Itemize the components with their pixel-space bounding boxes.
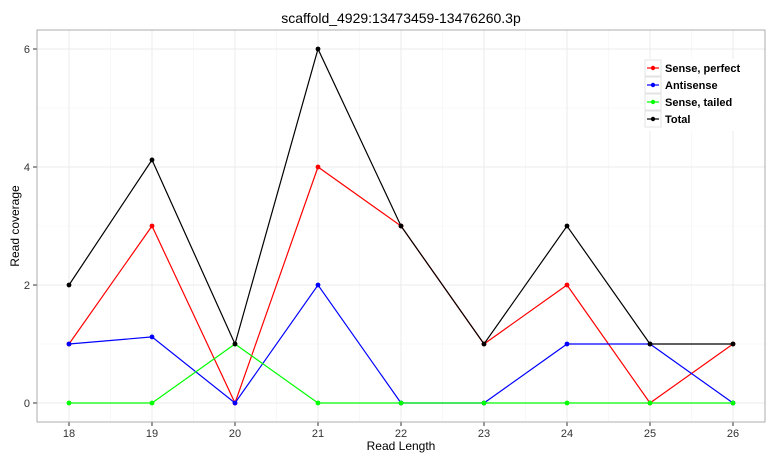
legend-point <box>650 116 656 122</box>
legend-point <box>650 82 656 88</box>
data-point <box>564 223 570 229</box>
legend-point <box>650 65 656 71</box>
series-total <box>66 46 736 347</box>
x-axis-label: Read Length <box>367 439 436 453</box>
data-point <box>481 400 487 406</box>
data-point <box>481 341 487 347</box>
plot-border <box>36 29 766 423</box>
data-point <box>66 400 72 406</box>
y-axis-label: Read coverage <box>8 185 22 267</box>
x-tick-label: 18 <box>63 428 75 440</box>
legend-label: Sense, tailed <box>665 97 732 109</box>
y-tick-label: 0 <box>24 398 30 410</box>
data-point <box>564 282 570 288</box>
data-point <box>564 341 570 347</box>
chart-title: scaffold_4929:13473459-13476260.3p <box>281 10 521 26</box>
data-point <box>647 341 653 347</box>
x-tick-label: 25 <box>644 428 656 440</box>
y-tick-label: 2 <box>24 280 30 292</box>
data-point <box>149 400 155 406</box>
data-point <box>149 157 155 163</box>
data-point <box>564 400 570 406</box>
data-point <box>398 223 404 229</box>
x-tick-label: 23 <box>478 428 490 440</box>
legend-label: Sense, perfect <box>665 63 741 75</box>
x-tick-label: 21 <box>312 428 324 440</box>
legend-label: Total <box>665 114 690 126</box>
data-point <box>315 400 321 406</box>
data-point <box>66 282 72 288</box>
legend-point <box>650 99 656 105</box>
x-tick-label: 22 <box>395 428 407 440</box>
series-sense-tailed <box>66 341 736 406</box>
data-point <box>730 400 736 406</box>
x-tick-label: 19 <box>146 428 158 440</box>
data-point <box>232 400 238 406</box>
x-tick-label: 20 <box>229 428 241 440</box>
data-point <box>232 341 238 347</box>
legend-label: Antisense <box>665 80 718 92</box>
legend-background <box>644 59 764 131</box>
x-tick-label: 24 <box>561 428 573 440</box>
data-point <box>398 400 404 406</box>
data-point <box>149 223 155 229</box>
data-point <box>315 46 321 52</box>
y-tick-label: 6 <box>24 44 30 56</box>
data-point <box>66 341 72 347</box>
data-point <box>149 334 155 340</box>
data-point <box>647 400 653 406</box>
x-tick-label: 26 <box>727 428 739 440</box>
legend: Sense, perfect Antisense Sense, tailed Tota… <box>644 59 764 131</box>
data-point <box>315 282 321 288</box>
y-tick-label: 4 <box>24 162 30 174</box>
data-point <box>730 341 736 347</box>
data-point <box>315 164 321 170</box>
